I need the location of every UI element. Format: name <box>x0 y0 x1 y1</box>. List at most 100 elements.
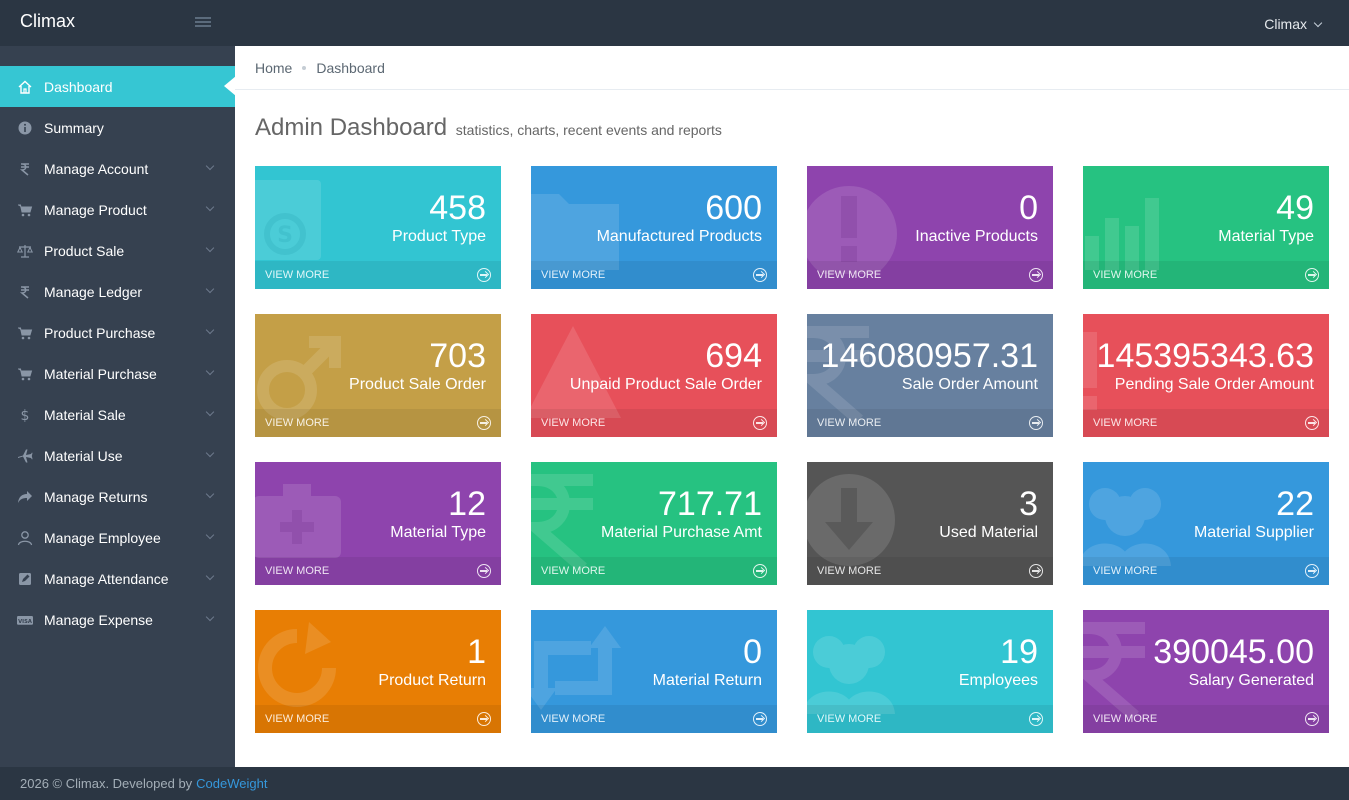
cart-icon <box>17 325 33 341</box>
view-more-link[interactable]: VIEW MORE <box>531 261 777 289</box>
users-icon <box>1083 470 1175 570</box>
rupee-icon <box>807 322 899 425</box>
sidebar-item-manage-returns[interactable]: Manage Returns <box>0 476 235 517</box>
home-icon <box>17 79 33 95</box>
footer-developer-link[interactable]: CodeWeight <box>196 776 268 791</box>
view-more-link[interactable]: VIEW MORE <box>807 705 1053 733</box>
page-subtitle: statistics, charts, recent events and re… <box>455 122 722 138</box>
sidebar-item-manage-ledger[interactable]: Manage Ledger <box>0 271 235 312</box>
stat-tile: 600 Manufactured Products VIEW MORE <box>531 166 777 289</box>
stat-label: Material Type <box>390 524 486 541</box>
edit-icon <box>17 571 33 587</box>
mars-icon <box>255 322 347 422</box>
user-name: Climax <box>1264 16 1307 32</box>
sidebar-item-product-purchase[interactable]: Product Purchase <box>0 312 235 353</box>
stat-tile: 145395343.63 Pending Sale Order Amount VIE… <box>1083 314 1329 437</box>
view-more-link[interactable]: VIEW MORE <box>531 409 777 437</box>
view-more-link[interactable]: VIEW MORE <box>531 705 777 733</box>
view-more-label: VIEW MORE <box>541 565 606 577</box>
view-more-link[interactable]: VIEW MORE <box>807 409 1053 437</box>
sidebar-item-material-use[interactable]: Material Use <box>0 435 235 476</box>
stat-value: 600 <box>705 189 762 227</box>
sidebar-item-manage-product[interactable]: Manage Product <box>0 189 235 230</box>
brand-logo[interactable]: Climax <box>20 11 76 31</box>
breadcrumb-home-link[interactable]: Home <box>255 59 293 76</box>
warning-icon <box>531 322 623 422</box>
stat-value: 3 <box>1019 485 1038 523</box>
sidebar-item-summary[interactable]: Summary <box>0 107 235 148</box>
chevron-down-icon <box>205 325 215 334</box>
stat-value: 145395343.63 <box>1096 337 1314 375</box>
chevron-down-icon <box>205 161 215 170</box>
stat-tile: 19 Employees VIEW MORE <box>807 610 1053 733</box>
sidebar-item-label: Manage Product <box>44 201 147 218</box>
rupee-icon <box>17 284 33 300</box>
view-more-link[interactable]: VIEW MORE <box>255 557 501 585</box>
stat-value: 146080957.31 <box>820 337 1038 375</box>
arrow-circle-right-icon <box>753 712 767 726</box>
view-more-link[interactable]: VIEW MORE <box>807 261 1053 289</box>
sidebar-item-product-sale[interactable]: Product Sale <box>0 230 235 271</box>
view-more-link[interactable]: VIEW MORE <box>255 409 501 437</box>
visa-card-icon: VISA <box>17 612 33 628</box>
view-more-label: VIEW MORE <box>817 269 882 281</box>
sidebar-item-label: Material Use <box>44 447 123 464</box>
cart-icon <box>17 366 33 382</box>
svg-text:VISA: VISA <box>18 618 32 624</box>
sidebar-item-manage-attendance[interactable]: Manage Attendance <box>0 558 235 599</box>
stat-tile: 0 Inactive Products VIEW MORE <box>807 166 1053 289</box>
view-more-label: VIEW MORE <box>541 417 606 429</box>
sidebar-item-dashboard[interactable]: Dashboard <box>0 66 236 107</box>
stat-label: Pending Sale Order Amount <box>1114 376 1314 393</box>
breadcrumb: Home Dashboard <box>235 46 1349 90</box>
main-content: Home Dashboard Admin Dashboard statistic… <box>235 46 1349 767</box>
arrow-circle-right-icon <box>1029 564 1043 578</box>
stat-tile: 146080957.31 Sale Order Amount VIEW MORE <box>807 314 1053 437</box>
view-more-link[interactable]: VIEW MORE <box>1083 409 1329 437</box>
sidebar-item-label: Manage Returns <box>44 488 148 505</box>
arrow-circle-right-icon <box>753 268 767 282</box>
svg-text:$: $ <box>21 408 30 423</box>
folder-icon <box>531 174 623 274</box>
sidebar-item-material-sale[interactable]: $ Material Sale <box>0 394 235 435</box>
sidebar-item-manage-employee[interactable]: Manage Employee <box>0 517 235 558</box>
menu-toggle-icon[interactable] <box>195 17 211 29</box>
stat-tile: 0 Material Return VIEW MORE <box>531 610 777 733</box>
view-more-label: VIEW MORE <box>1093 417 1158 429</box>
view-more-link[interactable]: VIEW MORE <box>255 705 501 733</box>
view-more-link[interactable]: VIEW MORE <box>531 557 777 585</box>
view-more-link[interactable]: VIEW MORE <box>1083 261 1329 289</box>
page-title-text: Admin Dashboard <box>255 114 448 141</box>
arrow-circle-right-icon <box>1305 416 1319 430</box>
sidebar-item-manage-account[interactable]: Manage Account <box>0 148 235 189</box>
arrow-circle-right-icon <box>1029 416 1043 430</box>
view-more-link[interactable]: VIEW MORE <box>1083 557 1329 585</box>
arrow-circle-right-icon <box>1305 268 1319 282</box>
sidebar-item-manage-expense[interactable]: VISA Manage Expense <box>0 599 235 640</box>
stat-label: Salary Generated <box>1188 672 1314 689</box>
stat-value: 694 <box>705 337 762 375</box>
view-more-link[interactable]: VIEW MORE <box>255 261 501 289</box>
stat-value: 12 <box>448 485 486 523</box>
sidebar-item-material-purchase[interactable]: Material Purchase <box>0 353 235 394</box>
view-more-link[interactable]: VIEW MORE <box>1083 705 1329 733</box>
sidebar-item-label: Product Purchase <box>44 324 156 341</box>
chevron-down-icon <box>205 243 215 252</box>
chevron-down-icon <box>205 612 215 621</box>
cart-icon <box>17 202 33 218</box>
sidebar-item-label: Manage Ledger <box>44 283 143 300</box>
chevron-down-icon <box>205 530 215 539</box>
arrow-circle-down-icon <box>807 470 899 570</box>
rupee-icon <box>1083 618 1175 721</box>
chevron-down-icon <box>205 366 215 375</box>
stat-label: Product Return <box>378 672 486 689</box>
stat-label: Material Return <box>652 672 762 689</box>
top-header: Climax Climax <box>0 0 1349 46</box>
stat-tiles-grid: S 458 Product Type VIEW MORE 600 Manufactured… <box>255 166 1329 733</box>
view-more-label: VIEW MORE <box>817 713 882 725</box>
sidebar-item-label: Manage Attendance <box>44 570 169 587</box>
arrow-circle-right-icon <box>477 268 491 282</box>
user-menu[interactable]: Climax <box>1264 16 1323 32</box>
page-title: Admin Dashboard statistics, charts, rece… <box>255 114 722 142</box>
view-more-link[interactable]: VIEW MORE <box>807 557 1053 585</box>
